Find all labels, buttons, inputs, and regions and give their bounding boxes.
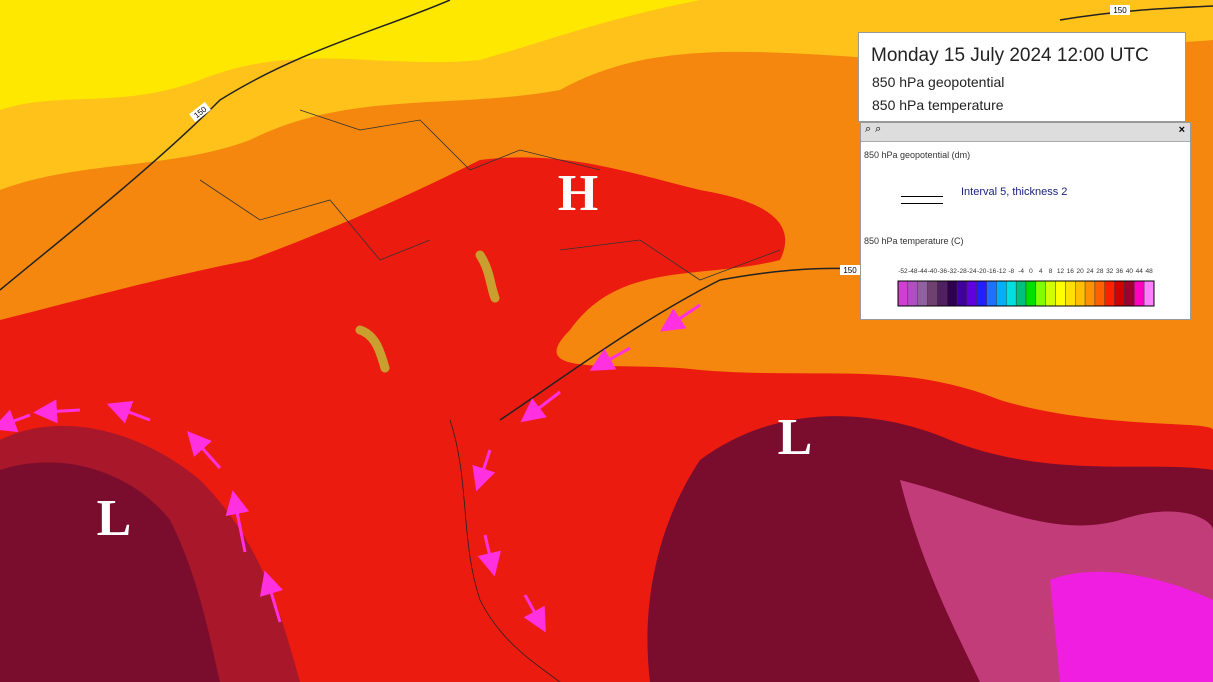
scale-swatch [1075,280,1086,307]
scale-label: -8 [1008,268,1014,275]
scale-swatch [1084,280,1096,307]
scale-label: -36 [938,268,948,275]
scale-label: 48 [1145,268,1153,275]
scale-label: 16 [1067,268,1075,275]
jet-arrow [475,250,500,303]
scale-label: 4 [1039,268,1043,275]
color-scale: -52 -48 -44 -40 -36 -32 -28 -24 -20 -16 -12 -8 -4 0 4 8… [897,268,1155,307]
contour-label: 150 [843,266,857,275]
scale-swatch [1143,280,1155,307]
scale-swatch [976,280,987,307]
scale-label: -40 [928,268,938,275]
line-style: Interval 5, thickness 2 [961,186,1068,198]
scale-swatch [1035,280,1046,307]
contour-label-bg [189,101,211,123]
line-sample [901,196,943,204]
scale-label: -20 [977,268,987,275]
pressure-label: L [97,490,132,547]
legend-panel: ⌕ ⌕ × 850 hPa geopotential (dm) Interval … [860,122,1191,320]
legend-toolbar: ⌕ ⌕ × [861,123,1190,142]
scale-swatch [1025,280,1037,307]
scale-swatch [917,280,928,307]
pressure-label: L [778,409,813,466]
scale-swatch [1134,280,1145,307]
scale-label: -44 [918,268,928,275]
extreme-field [1050,571,1213,682]
jet-arrow [355,325,390,373]
scale-swatch [1124,280,1135,307]
close-button[interactable]: × [1178,124,1185,136]
scale-label: -32 [947,268,957,275]
scale-frame [897,280,1155,307]
scale-label: -12 [997,268,1007,275]
scale-label: 0 [1029,268,1033,275]
scale-label: 20 [1077,268,1085,275]
zoom-out[interactable]: ⌕ [875,123,882,135]
scale-label: -16 [987,268,997,275]
scale-label: 44 [1136,268,1144,275]
legend-title: 850 hPa geopotential (dm) [864,150,971,160]
scale-label: 40 [1126,268,1134,275]
pressure-label: H [558,165,598,222]
scale-swatch [1055,280,1066,307]
layer-name: 850 hPa geopotential [872,74,1005,90]
legend-title: 850 hPa temperature (C) [864,236,964,246]
contour-label: 150 [1113,6,1127,15]
contour-label-bg [1110,5,1130,15]
scale-label: 12 [1057,268,1065,275]
zoom-in[interactable]: ⌕ [865,123,872,135]
scale-swatch [956,280,968,307]
scale-swatch [986,280,997,307]
layer-name: 850 hPa temperature [872,97,1004,113]
scale-label: 32 [1106,268,1114,275]
scale-label: -48 [908,268,918,275]
scale-swatch [1065,280,1076,307]
scale-swatch [1094,280,1105,307]
cool-field [0,0,700,110]
scale-swatch [996,280,1007,307]
map-title: Monday 15 July 2024 12:00 UTC [871,45,1149,66]
scale-swatch [1114,280,1125,307]
border [449,419,561,682]
contour-label-bg [840,265,860,275]
scale-swatch [937,280,948,307]
contour [0,0,451,291]
scale-swatch [966,280,977,307]
scale-swatch [947,280,958,307]
scale-label: 8 [1049,268,1053,275]
flow-arrows [0,303,701,633]
scale-swatch [927,280,938,307]
scale-label: 24 [1086,268,1094,275]
scale-label: -24 [967,268,977,275]
scale-label: -52 [898,268,908,275]
scale-swatch [897,280,909,307]
scale-swatch [1104,280,1115,307]
scale-label: -28 [957,268,967,275]
scale-swatch [1045,280,1056,307]
scale-swatch [1006,280,1017,307]
scale-swatch [1015,280,1027,307]
info-box: Monday 15 July 2024 12:00 UTC 850 hPa ge… [858,32,1186,122]
scale-label: 36 [1116,268,1124,275]
contour [1059,5,1213,21]
hottest-field [0,462,220,682]
border [199,109,781,281]
contour [499,267,881,421]
scale-swatch [907,280,918,307]
scale-label: -4 [1018,268,1024,275]
scale-label: 28 [1096,268,1104,275]
